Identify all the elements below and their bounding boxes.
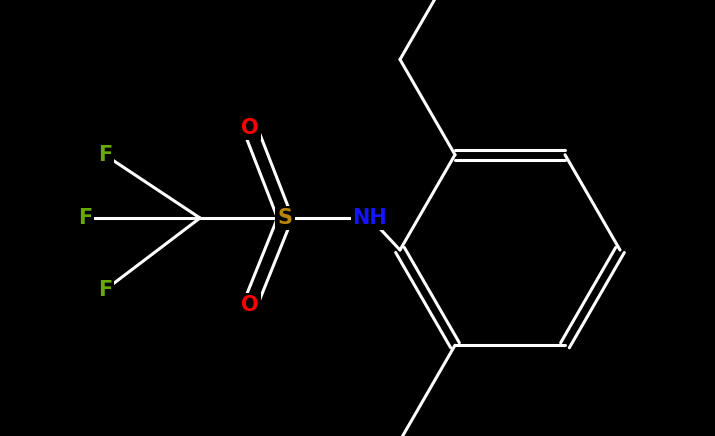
Text: F: F bbox=[78, 208, 92, 228]
Text: S: S bbox=[277, 208, 292, 228]
Text: NH: NH bbox=[352, 208, 388, 228]
Text: O: O bbox=[241, 295, 259, 315]
Text: F: F bbox=[98, 145, 112, 165]
Text: O: O bbox=[241, 118, 259, 138]
Text: F: F bbox=[98, 280, 112, 300]
